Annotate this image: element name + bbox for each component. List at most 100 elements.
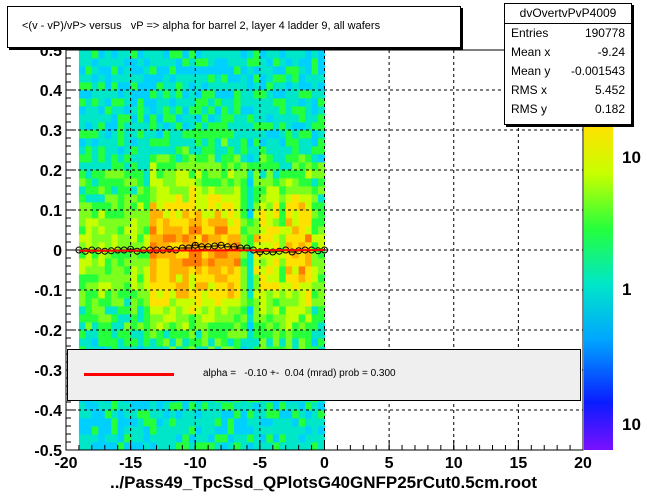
heatmap-cell	[130, 338, 138, 347]
heatmap-cell	[292, 66, 300, 75]
heatmap-cell	[104, 90, 112, 99]
heatmap-cell	[130, 154, 138, 163]
heatmap-cell	[143, 322, 151, 331]
heatmap-cell	[130, 130, 138, 139]
heatmap-cell	[117, 426, 125, 435]
heatmap-cell	[227, 58, 235, 67]
heatmap-cell	[214, 402, 222, 411]
heatmap-cell	[150, 330, 157, 339]
heatmap-cell	[201, 186, 209, 195]
heatmap-cell	[201, 266, 209, 275]
heatmap-cell	[253, 306, 261, 315]
heatmap-cell	[292, 106, 300, 115]
heatmap-cell	[91, 202, 99, 211]
heatmap-cell	[104, 274, 112, 283]
heatmap-cell	[246, 242, 254, 251]
heatmap-cell	[298, 58, 306, 67]
tick-labels: -20 -15 -10 -5 0 5 10 15 20-0.5-0.4-0.3-0.2-0.10…	[34, 43, 592, 472]
heatmap-cell	[117, 82, 125, 91]
heatmap-cell	[266, 170, 274, 179]
heatmap-cell	[150, 98, 157, 107]
heatmap-cell	[91, 330, 99, 339]
heatmap-cell	[311, 66, 319, 75]
heatmap-cell	[124, 58, 132, 67]
heatmap-cell	[266, 250, 274, 259]
heatmap-cell	[195, 186, 203, 195]
heatmap-cell	[137, 250, 144, 259]
heatmap-cell	[162, 122, 170, 131]
heatmap-cell	[201, 282, 209, 291]
heatmap-cell	[111, 250, 119, 259]
stat-value: 0.182	[594, 102, 625, 116]
heatmap-cell	[169, 138, 177, 147]
heatmap-cell	[117, 186, 125, 195]
heatmap-cell	[150, 250, 157, 259]
heatmap-cell	[292, 314, 300, 323]
heatmap-cell	[143, 290, 151, 299]
heatmap-cell	[91, 258, 99, 267]
heatmap-cell	[78, 402, 86, 411]
heatmap-cell	[246, 266, 254, 275]
heatmap-cell	[214, 218, 222, 227]
heatmap-cell	[91, 290, 99, 299]
heatmap-cell	[78, 90, 86, 99]
heatmap-cell	[143, 330, 151, 339]
heatmap-cell	[214, 330, 222, 339]
heatmap-cell	[259, 106, 267, 115]
heatmap-cell	[298, 282, 306, 291]
heatmap-cell	[266, 258, 274, 267]
heatmap-cell	[318, 146, 325, 155]
heatmap-cell	[98, 306, 106, 315]
heatmap-cell	[78, 274, 86, 283]
heatmap-cell	[156, 298, 164, 307]
heatmap-cell	[85, 330, 93, 339]
heatmap-cell	[246, 154, 254, 163]
heatmap-cell	[162, 98, 170, 107]
heatmap-cell	[117, 218, 125, 227]
heatmap-cell	[221, 234, 228, 243]
heatmap-cell	[98, 434, 106, 443]
heatmap-cell	[78, 282, 86, 291]
heatmap-cell	[98, 290, 106, 299]
heatmap-cell	[253, 66, 261, 75]
heatmap-cell	[221, 274, 228, 283]
heatmap-cell	[285, 402, 293, 411]
heatmap-cell	[150, 434, 157, 443]
heatmap-cell	[272, 234, 280, 243]
heatmap-cell	[85, 338, 93, 347]
heatmap-cell	[214, 74, 222, 83]
heatmap-cell	[188, 162, 196, 171]
heatmap-cell	[150, 258, 157, 267]
heatmap-cell	[272, 146, 280, 155]
heatmap-cell	[188, 146, 196, 155]
heatmap-cell	[130, 98, 138, 107]
heatmap-cell	[292, 282, 300, 291]
heatmap-cell	[246, 226, 254, 235]
heatmap-cell	[117, 298, 125, 307]
heatmap-cell	[259, 186, 267, 195]
heatmap-cell	[182, 290, 190, 299]
heatmap-cell	[85, 122, 93, 131]
heatmap-cell	[214, 314, 222, 323]
heatmap-cell	[279, 90, 287, 99]
heatmap-cell	[175, 186, 183, 195]
heatmap-cell	[169, 202, 177, 211]
heatmap-cell	[175, 74, 183, 83]
heatmap-cell	[214, 90, 222, 99]
heatmap-cell	[85, 402, 93, 411]
heatmap-cell	[214, 210, 222, 219]
heatmap-cell	[91, 266, 99, 275]
heatmap-cell	[111, 434, 119, 443]
heatmap-cell	[143, 274, 151, 283]
heatmap-cell	[150, 338, 157, 347]
heatmap-cell	[156, 122, 164, 131]
heatmap-cell	[175, 418, 183, 427]
heatmap-cell	[137, 194, 144, 203]
heatmap-cell	[240, 130, 248, 139]
heatmap-cell	[117, 234, 125, 243]
heatmap-cell	[78, 50, 86, 59]
heatmap-cell	[305, 434, 312, 443]
heatmap-cell	[156, 74, 164, 83]
heatmap-cell	[156, 306, 164, 315]
heatmap-cell	[311, 162, 319, 171]
